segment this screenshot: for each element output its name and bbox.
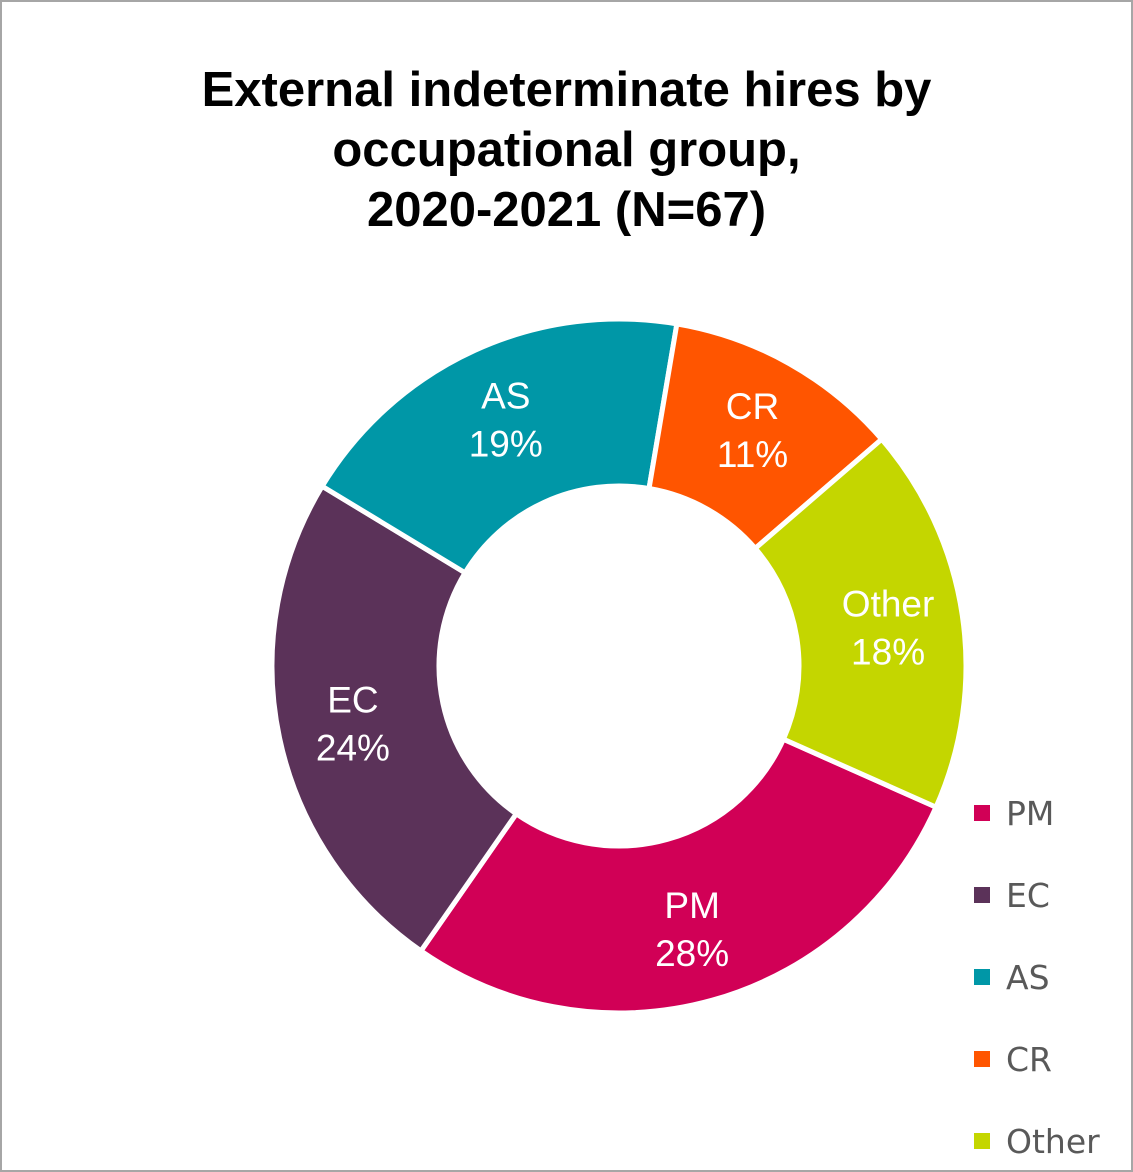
legend-swatch-ec <box>974 887 990 903</box>
slice-label-ec: EC <box>327 680 378 721</box>
legend-item-cr: CR <box>974 1018 1100 1100</box>
legend-label-pm: PM <box>1006 793 1055 833</box>
slice-label-other: Other <box>842 583 935 624</box>
slice-value-other: 18% <box>851 631 925 672</box>
legend-item-as: AS <box>974 936 1100 1018</box>
chart-title-line-1: External indeterminate hires by <box>201 63 932 117</box>
legend-label-other: Other <box>1006 1121 1100 1161</box>
legend-item-pm: PM <box>974 772 1100 854</box>
chart-title: External indeterminate hires by occupati… <box>2 60 1131 240</box>
slice-value-cr: 11% <box>717 434 788 475</box>
slice-label-as: AS <box>481 376 530 417</box>
slice-ec <box>269 483 519 954</box>
chart-legend: PM EC AS CR Other <box>974 772 1100 1170</box>
legend-label-cr: CR <box>1006 1039 1052 1079</box>
legend-swatch-as <box>974 969 990 985</box>
slice-pm <box>418 736 939 1016</box>
slice-label-pm: PM <box>664 885 720 926</box>
legend-label-as: AS <box>1006 957 1050 997</box>
slice-value-pm: 28% <box>655 933 729 974</box>
slice-label-cr: CR <box>726 386 779 427</box>
legend-swatch-cr <box>974 1051 990 1067</box>
slice-as <box>319 316 680 576</box>
legend-swatch-other <box>974 1133 990 1149</box>
legend-swatch-pm <box>974 805 990 821</box>
legend-item-other: Other <box>974 1100 1100 1170</box>
chart-title-line-2: occupational group, <box>332 123 801 177</box>
slice-other <box>752 436 969 810</box>
slice-value-as: 19% <box>469 424 543 465</box>
legend-label-ec: EC <box>1006 875 1050 915</box>
slice-value-ec: 24% <box>316 728 390 769</box>
chart-title-line-3: 2020-2021 (N=67) <box>366 183 767 237</box>
legend-item-ec: EC <box>974 854 1100 936</box>
